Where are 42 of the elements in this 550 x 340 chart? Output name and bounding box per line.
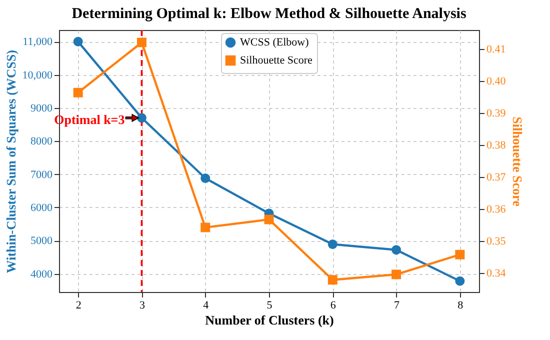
point <box>328 275 338 285</box>
point <box>455 250 465 260</box>
y-tick-label: 6000 <box>30 202 53 214</box>
y2-tick-label: 0.41 <box>486 44 506 56</box>
point <box>328 240 338 249</box>
y-tick-label: 7000 <box>30 168 53 181</box>
y-tick-label: 5000 <box>30 235 53 248</box>
x-tick-label: 8 <box>458 300 464 312</box>
y2-axis-title: Silhouette Score <box>510 116 525 207</box>
legend-label: Silhouette Score <box>240 54 313 66</box>
x-tick-label: 6 <box>330 300 336 312</box>
x-tick-label: 7 <box>394 300 400 312</box>
x-tick-label: 5 <box>266 300 273 312</box>
y-tick-label: 4000 <box>30 268 53 280</box>
x-axis-title: Number of Clusters (k) <box>205 312 334 328</box>
chart-title: Determining Optimal k: Elbow Method & Silhouette Analysis <box>72 6 466 22</box>
y2-tick-label: 0.36 <box>486 203 506 216</box>
point <box>73 88 83 98</box>
y-tick-label: 8000 <box>30 136 53 148</box>
y2-tick-label: 0.35 <box>486 235 506 248</box>
point <box>200 174 210 183</box>
point <box>200 222 210 232</box>
x-tick-label: 4 <box>203 300 210 312</box>
point <box>392 245 402 255</box>
y-tick-label: 9000 <box>30 102 53 114</box>
x-tick-label: 2 <box>76 300 82 312</box>
legend-label: WCSS (Elbow) <box>240 36 310 48</box>
y-tick-label: 10,000 <box>22 69 53 82</box>
point <box>136 113 146 123</box>
y2-tick-label: 0.40 <box>486 76 506 88</box>
point <box>73 36 83 46</box>
y2-tick-label: 0.39 <box>486 108 506 120</box>
y2-tick-label: 0.34 <box>486 267 506 280</box>
x-tick-label: 3 <box>139 300 146 312</box>
point <box>455 276 465 286</box>
y-axis-title: Within-Cluster Sum of Squares (WCSS) <box>3 50 18 274</box>
y2-tick-label: 0.38 <box>486 140 506 152</box>
y2-tick-label: 0.37 <box>486 171 506 184</box>
point <box>264 214 274 224</box>
point <box>392 270 402 280</box>
point <box>136 38 146 48</box>
y-tick-label: 11,000 <box>22 36 53 48</box>
